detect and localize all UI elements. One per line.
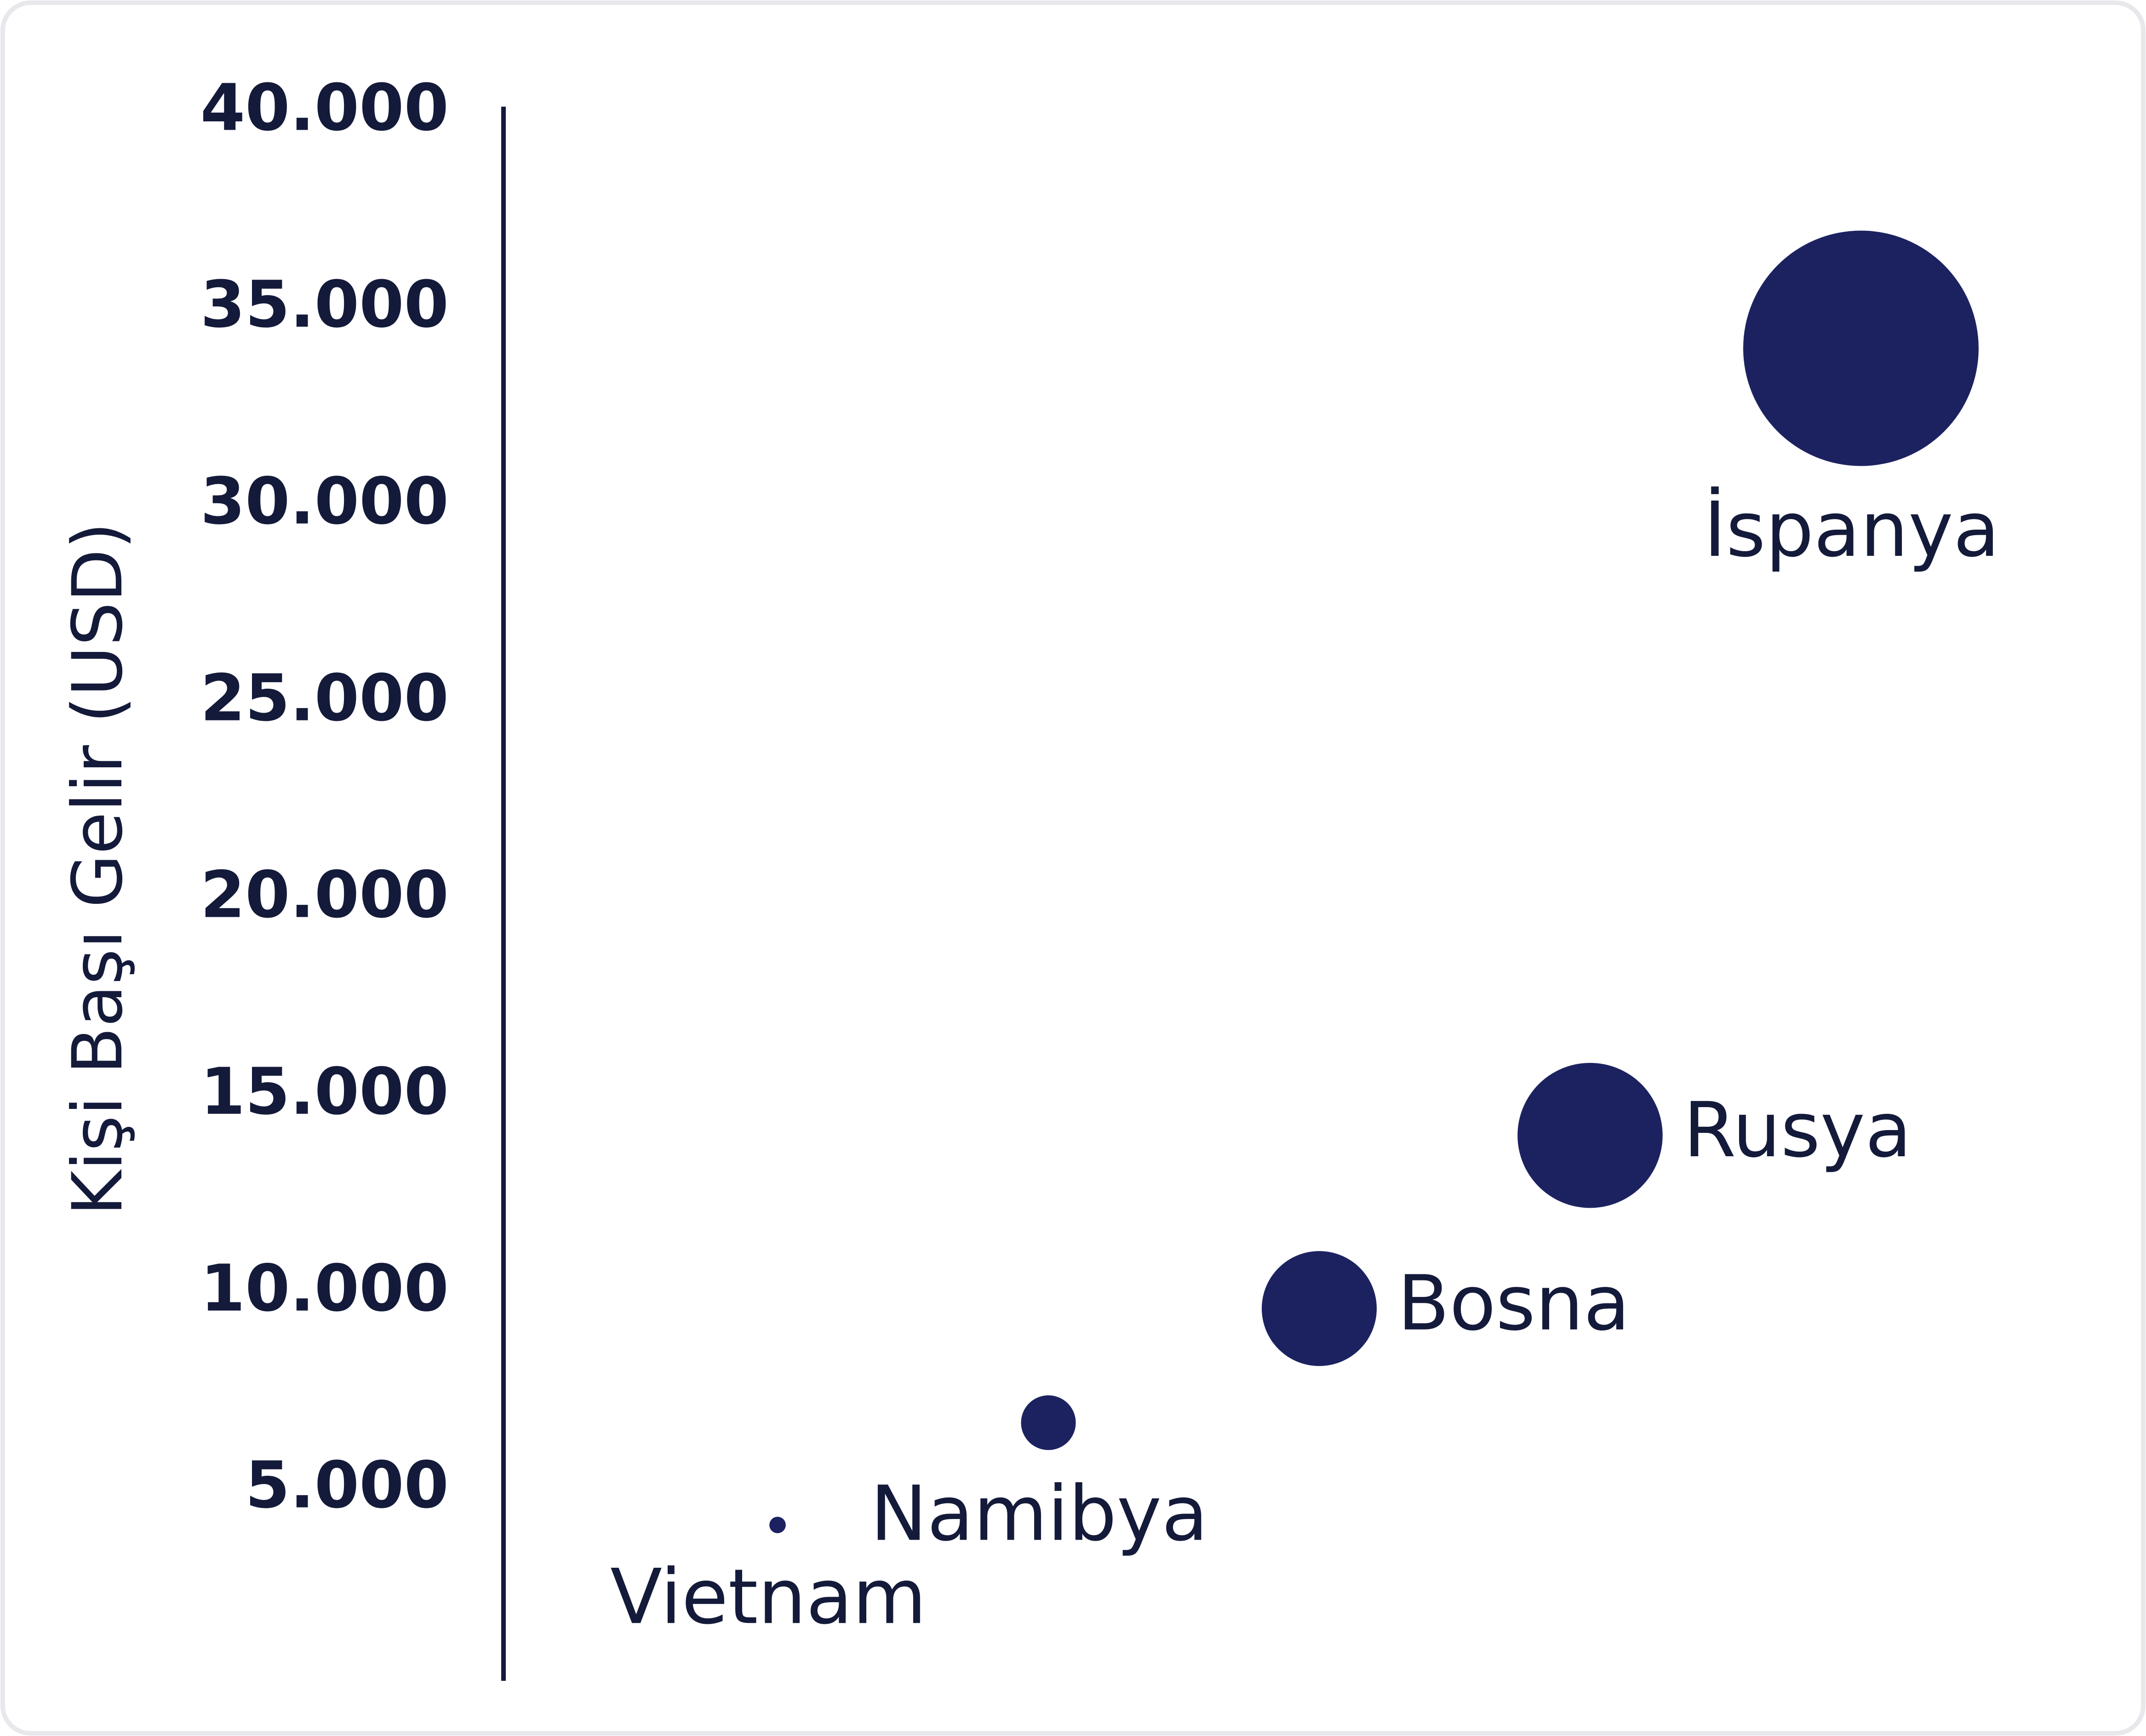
bubble-label: Bosna [1397, 1259, 1630, 1348]
y-tick-label: 40.000 [200, 71, 449, 146]
bubble [1743, 230, 1979, 466]
bubble [769, 1517, 786, 1533]
bubble-label: Vietnam [610, 1553, 927, 1641]
bubble [1021, 1395, 1076, 1450]
bubble-label: Rusya [1683, 1086, 1912, 1174]
bubble-label: Namibya [870, 1469, 1208, 1558]
y-tick-label: 30.000 [200, 464, 449, 539]
bubble-label: İspanya [1704, 485, 2000, 574]
y-axis-title: Kişi Başı Gelir (USD) [58, 522, 138, 1216]
y-tick-label: 35.000 [200, 268, 449, 343]
y-tick-label: 10.000 [200, 1251, 449, 1326]
y-tick-label: 25.000 [200, 661, 449, 736]
bubble [1517, 1062, 1663, 1208]
y-tick-label: 5.000 [245, 1448, 449, 1523]
bubble [1261, 1251, 1377, 1366]
y-tick-label: 15.000 [200, 1055, 449, 1130]
y-tick-label: 20.000 [200, 858, 449, 933]
